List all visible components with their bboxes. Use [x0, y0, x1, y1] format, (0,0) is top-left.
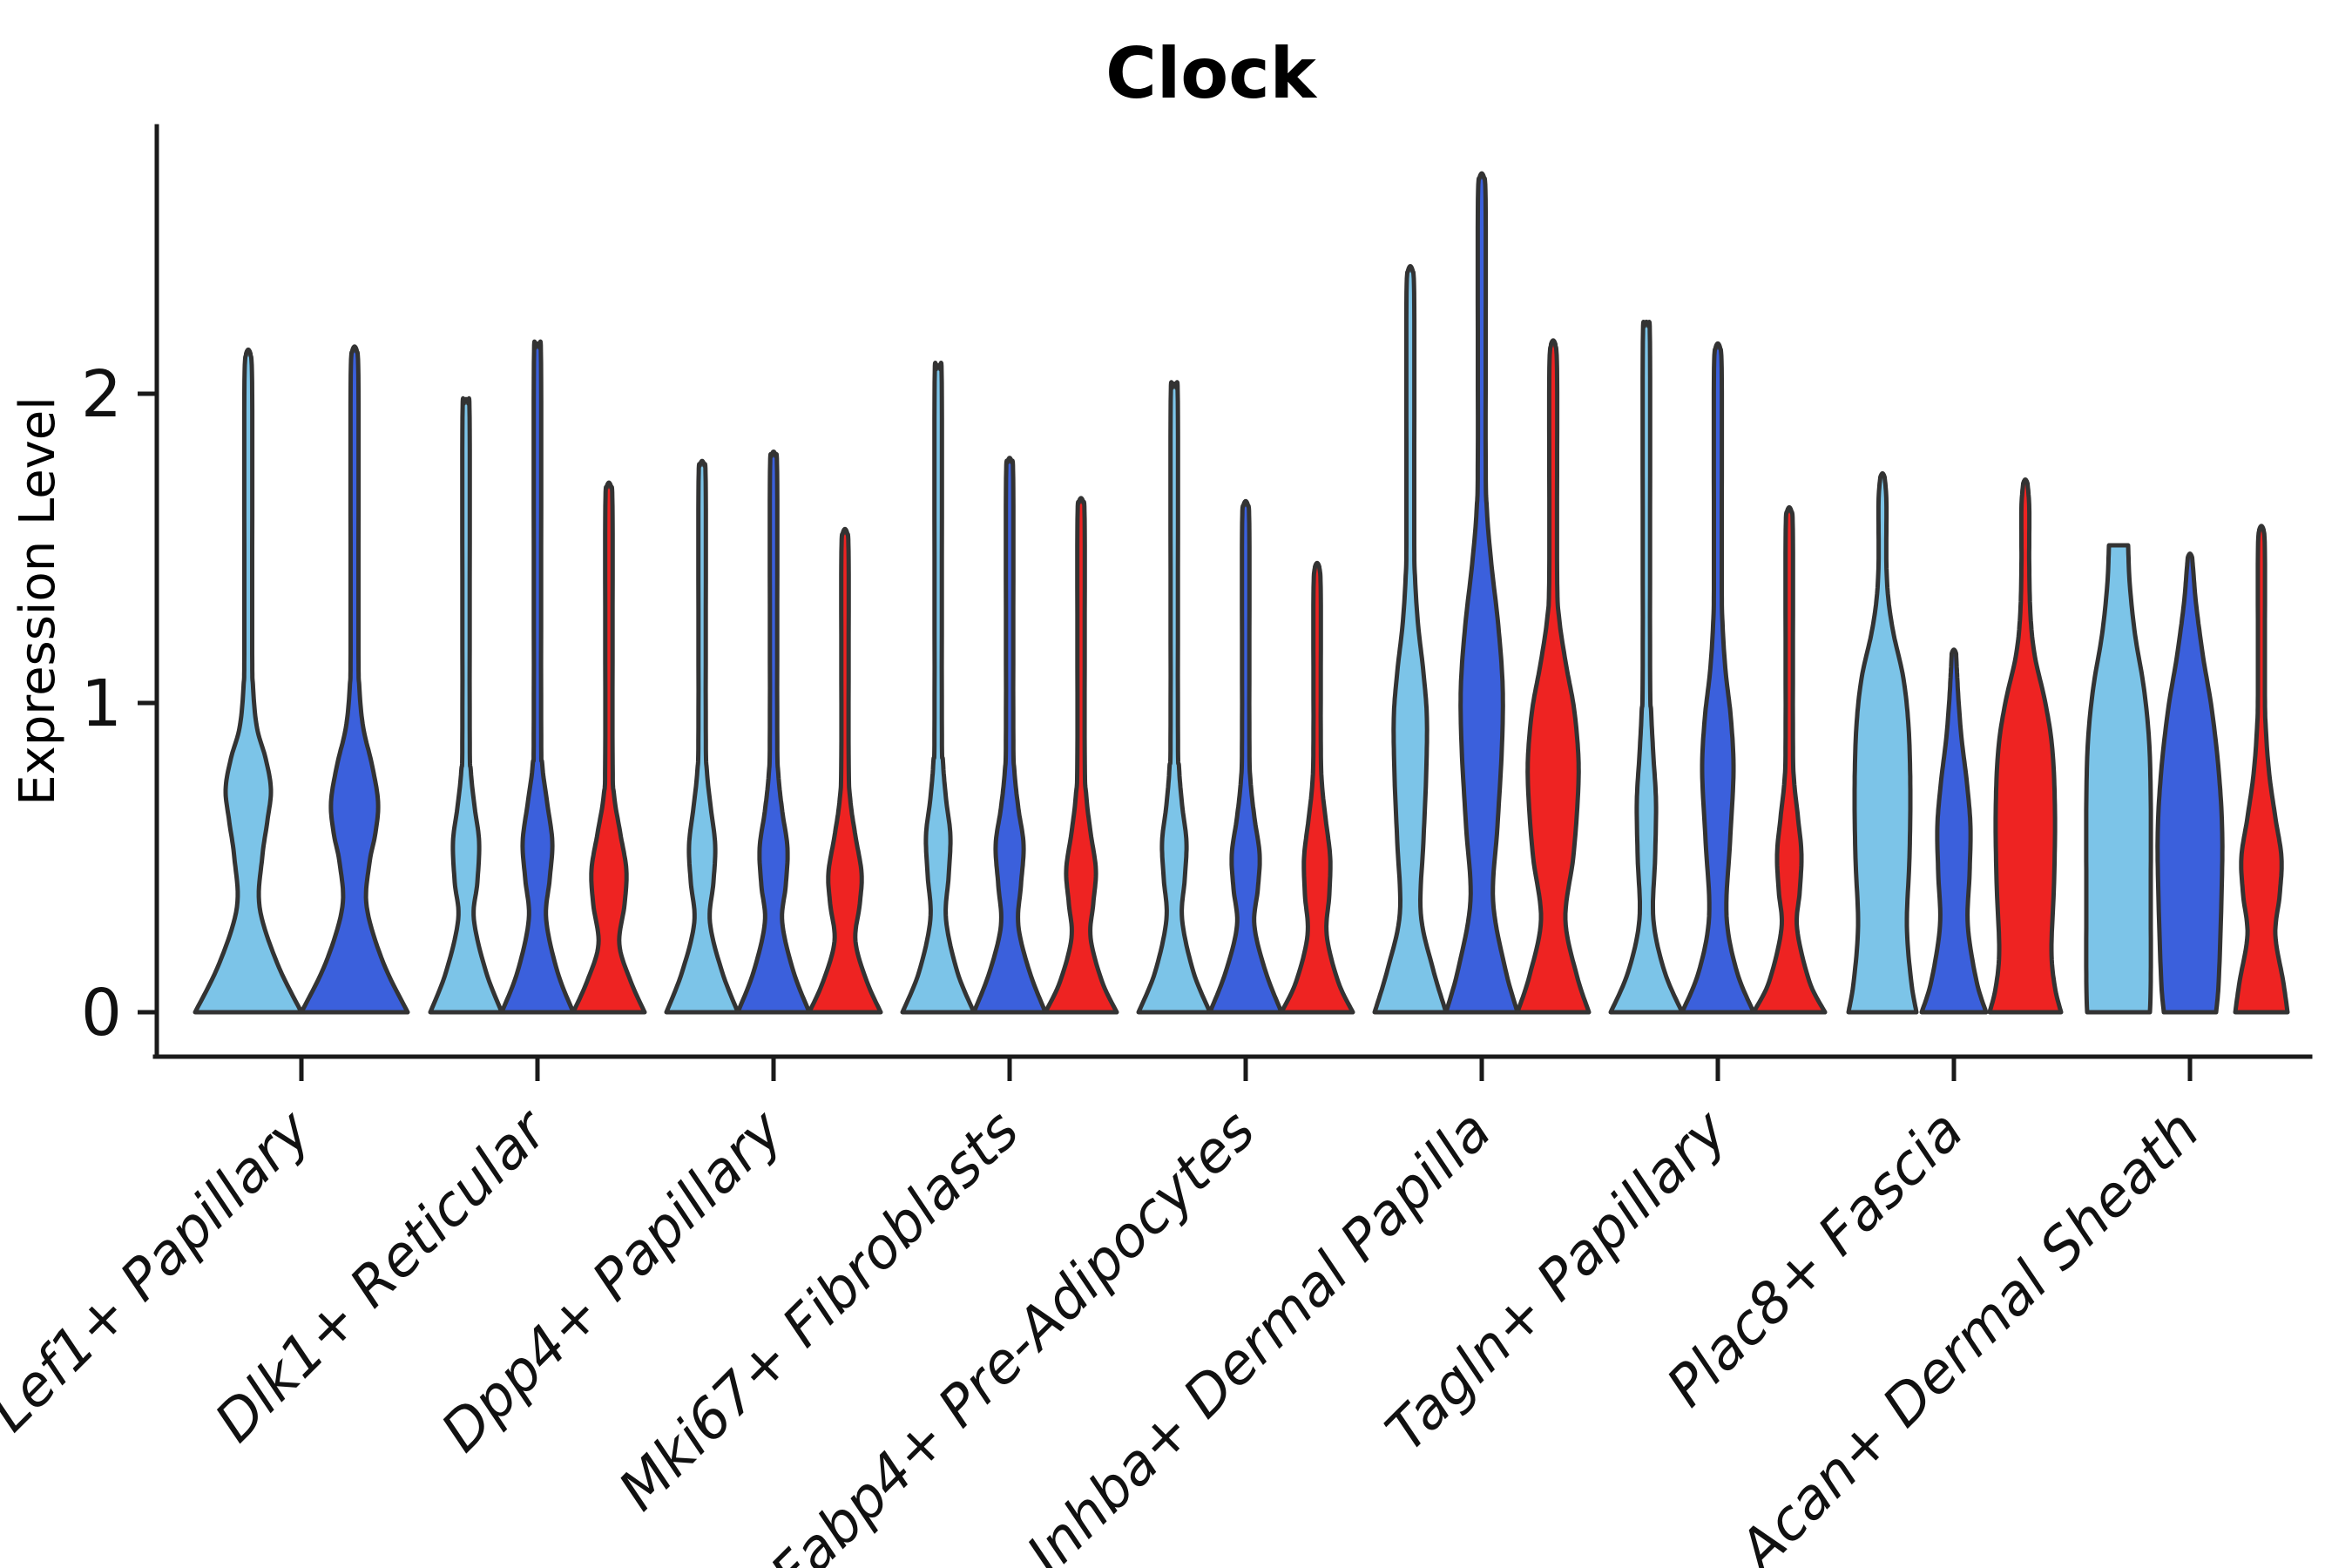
y-tick-label-0: 0	[81, 976, 122, 1051]
y-axis-label: Expression Level	[10, 396, 66, 806]
violin-lef1-papillary-light-blue	[193, 347, 304, 1015]
x-tick-label-inhba-dermal-papilla: Inhba+ Dermal Papilla	[1015, 1098, 1504, 1568]
violin-tagln-papillary-dark-blue	[1680, 341, 1756, 1015]
violin-inhba-dermal-papilla-dark-blue	[1443, 171, 1520, 1015]
x-tick-label-acan-dermal-sheath: Acan+ Dermal Sheath	[1725, 1098, 2212, 1568]
violin-acan-dermal-sheath-light-blue	[2084, 543, 2153, 1015]
violin-fabp4-pre-adipocytes-red	[1279, 560, 1355, 1015]
violin-dlk1-reticular-dark-blue	[499, 339, 576, 1015]
violin-plac8-fascia-dark-blue	[1919, 647, 1989, 1015]
y-axis-ticks: 0 1 2	[81, 357, 157, 1051]
violin-mki67-fibroblasts-red	[1043, 496, 1119, 1015]
violin-tagln-papillary-light-blue	[1608, 319, 1685, 1015]
violin-plac8-fascia-red	[1987, 477, 2064, 1015]
violin-dpp4-papillary-red	[807, 526, 883, 1015]
y-tick-label-1: 1	[81, 666, 122, 741]
y-tick-label-2: 2	[81, 357, 122, 432]
violin-tagln-papillary-red	[1751, 504, 1828, 1015]
violin-plac8-fascia-light-blue	[1846, 470, 1919, 1015]
violins-layer	[193, 171, 2290, 1015]
violin-fabp4-pre-adipocytes-dark-blue	[1207, 498, 1284, 1015]
violin-inhba-dermal-papilla-light-blue	[1372, 264, 1449, 1015]
x-tick-label-mki67-fibroblasts: Mki67+ Fibroblasts	[607, 1098, 1032, 1524]
chart-title: Clock	[1105, 33, 1318, 114]
violin-dlk1-reticular-light-blue	[428, 395, 504, 1015]
violin-mki67-fibroblasts-light-blue	[900, 361, 977, 1015]
violin-dlk1-reticular-red	[571, 480, 647, 1015]
violin-dpp4-papillary-dark-blue	[735, 449, 812, 1015]
violin-acan-dermal-sheath-red	[2233, 524, 2290, 1015]
violin-fabp4-pre-adipocytes-light-blue	[1136, 380, 1213, 1015]
violin-dpp4-papillary-light-blue	[664, 458, 740, 1015]
violin-inhba-dermal-papilla-red	[1515, 338, 1592, 1015]
violin-mki67-fibroblasts-dark-blue	[971, 456, 1048, 1015]
violin-lef1-papillary-dark-blue	[299, 344, 410, 1015]
violin-acan-dermal-sheath-dark-blue	[2155, 551, 2225, 1015]
